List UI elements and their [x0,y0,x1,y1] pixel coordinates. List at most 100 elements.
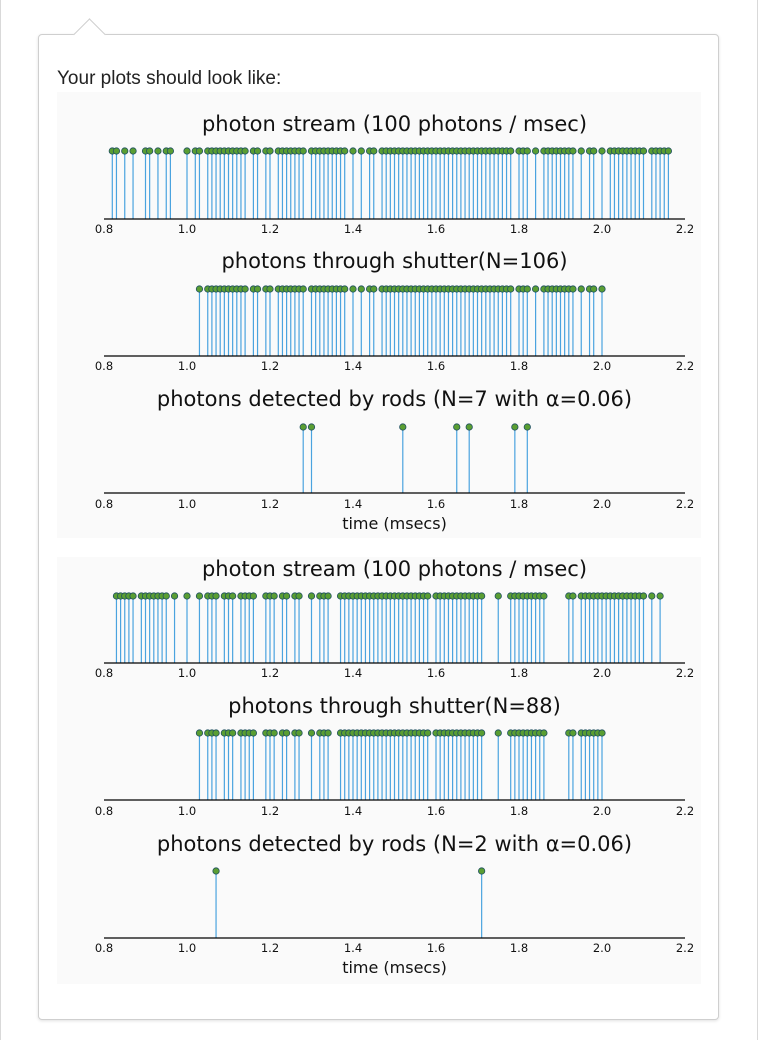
stem-marker [324,729,332,737]
stem-marker [249,729,257,737]
x-tick-label: 0.8 [95,666,113,680]
x-tick-label: 0.8 [95,804,113,818]
stem-marker [283,729,291,737]
chart-title: photon stream (100 photons / msec) [202,557,587,581]
subplot-1: photon stream (100 photons / msec) 0.8 1.0… [95,112,694,236]
x-tick-label: 1.8 [510,804,528,818]
stem-marker [283,592,291,600]
stem-marker [249,592,257,600]
stem-marker [511,423,519,431]
x-tick-label: 1.6 [427,359,445,373]
stem-marker [241,285,249,293]
stem-marker [370,285,378,293]
x-tick-label: 1.2 [261,222,279,236]
x-tick-label: 1.0 [178,666,196,680]
stem-marker [453,423,461,431]
stem-plots: photon stream (100 photons / msec) 0.8 1.0… [95,112,694,977]
x-tick-label: 0.8 [95,359,113,373]
stem-marker [507,285,515,293]
x-tick-label: 1.8 [510,359,528,373]
x-tick-label: 2.0 [593,497,611,511]
stem-marker [253,147,262,155]
stem-marker [270,729,278,737]
stem-marker [212,592,220,600]
x-tick-label: 1.6 [427,804,445,818]
stem-marker [569,592,577,600]
stem-marker [465,423,473,431]
x-tick-label: 2.2 [676,941,694,955]
stem-marker [370,147,378,155]
stem-marker [577,147,585,155]
stem-marker [531,285,540,293]
stem-marker [129,147,137,155]
stem-marker [162,592,170,600]
stem-marker [598,147,606,155]
stem-marker [266,147,274,155]
x-tick-label: 2.2 [676,497,694,511]
stem-marker [183,592,191,600]
x-tick-label: 1.0 [178,359,196,373]
stem-marker [212,729,220,737]
x-tick-label: 1.0 [178,941,196,955]
chart-title: photons through shutter(N=88) [228,694,561,718]
stem-marker [266,285,274,293]
x-tick-label: 1.2 [261,666,279,680]
stem-marker [195,729,204,737]
x-tick-label: 2.2 [676,666,694,680]
stem-marker [154,147,162,155]
x-tick-label: 1.6 [427,666,445,680]
x-tick-label: 0.8 [95,497,113,511]
stem-marker [324,592,332,600]
stem-marker [241,147,249,155]
stem-marker [253,285,262,293]
x-tick-label: 1.4 [344,497,362,511]
stem-marker [598,285,606,293]
stem-marker [295,729,303,737]
stem-marker [523,285,531,293]
stem-marker [166,147,175,155]
stem-marker [639,592,648,600]
x-tick-label: 1.0 [178,222,196,236]
stem-marker [229,729,237,737]
x-tick-label: 1.2 [261,941,279,955]
stem-marker [656,592,664,600]
stem-marker [424,729,432,737]
stem-marker [295,592,303,600]
stem-marker [195,592,204,600]
stem-marker [299,147,307,155]
stem-marker [577,285,585,293]
subplot-3: photons detected by rods (N=7 with α=0.0… [95,387,694,533]
stem-marker [399,423,407,431]
stem-marker [494,729,502,737]
stem-marker [299,285,307,293]
stem-marker [121,147,129,155]
stem-marker [648,592,656,600]
x-tick-label: 2.0 [593,804,611,818]
stem-marker [357,285,365,293]
stem-marker [183,147,191,155]
x-tick-label: 2.2 [676,804,694,818]
stem-marker [540,592,548,600]
stem-marker [129,592,137,600]
x-tick-label: 1.4 [344,941,362,955]
x-tick-label: 1.4 [344,222,362,236]
stem-marker [664,147,673,155]
x-tick-label: 2.0 [593,222,611,236]
stem-marker [270,592,278,600]
x-tick-label: 1.2 [261,497,279,511]
x-tick-label: 1.8 [510,941,528,955]
x-tick-label: 1.4 [344,666,362,680]
stem-marker [590,147,598,155]
stem-marker [349,285,357,293]
subplot-6: photons detected by rods (N=2 with α=0.0… [95,832,694,977]
stem-marker [170,592,179,600]
stem-marker [357,147,365,155]
chart-title: photons detected by rods (N=2 with α=0.0… [157,832,632,856]
x-tick-label: 1.0 [178,497,196,511]
x-tick-label: 2.2 [676,222,694,236]
x-tick-label: 0.8 [95,222,113,236]
x-tick-label: 2.2 [676,359,694,373]
stem-marker [146,147,154,155]
stem-marker [341,147,349,155]
stem-marker [569,285,577,293]
